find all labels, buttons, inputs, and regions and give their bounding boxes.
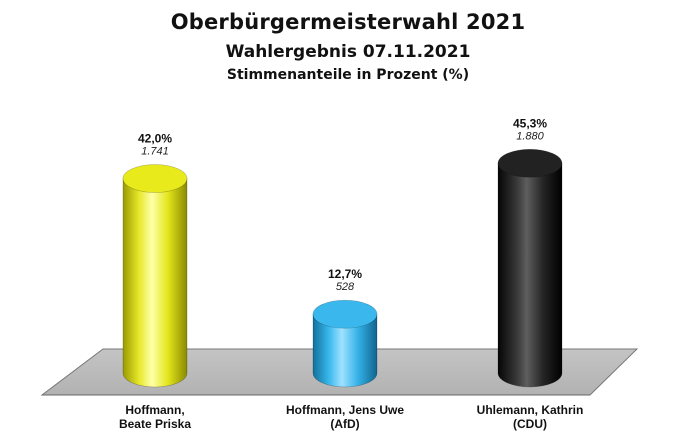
votes-label: 1.880 <box>516 130 544 142</box>
category-label: Hoffmann, Jens Uwe <box>286 403 404 417</box>
category-label: (CDU) <box>513 417 547 431</box>
bar-3 <box>497 148 563 388</box>
bar-body <box>497 162 563 388</box>
bar-top <box>312 299 378 329</box>
bar-body <box>312 313 378 388</box>
chart-subtitle: Wahlergebnis 07.11.2021 <box>225 42 471 62</box>
bar-top <box>122 164 188 193</box>
chart-title: Oberbürgermeisterwahl 2021 <box>170 10 526 34</box>
chart-subtitle-2: Stimmenanteile in Prozent (%) <box>226 67 470 83</box>
bar-1 <box>122 164 188 388</box>
bar-2 <box>312 299 378 388</box>
value-label: 42,0% <box>138 132 172 146</box>
votes-label: 1.741 <box>141 146 169 158</box>
bar-top <box>497 148 563 178</box>
category-label: (AfD) <box>330 417 359 431</box>
votes-label: 528 <box>336 281 355 293</box>
bar-body <box>122 178 188 388</box>
category-label: Uhlemann, Kathrin <box>477 403 584 417</box>
category-label: Hoffmann, <box>125 403 184 417</box>
value-label: 12,7% <box>328 267 362 281</box>
category-label: Beate Priska <box>119 417 191 431</box>
value-label: 45,3% <box>513 116 547 130</box>
